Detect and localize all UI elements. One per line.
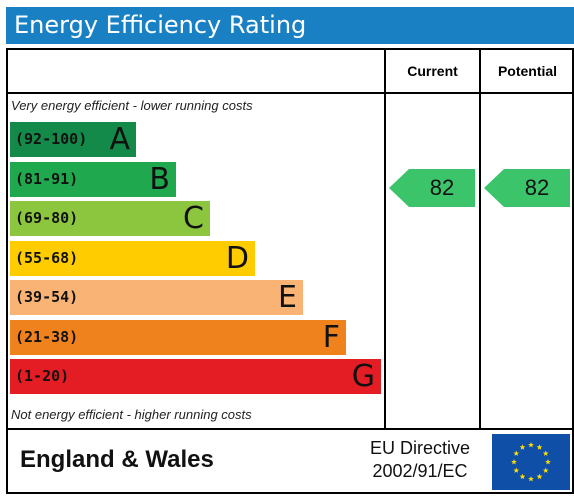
potential-rating-value: 82 [524, 175, 550, 200]
band-range-label: (92-100) [15, 130, 88, 148]
band-c: (69-80) C [10, 201, 210, 236]
directive-line-1: EU Directive [369, 438, 471, 458]
band-letter: A [109, 122, 130, 157]
current-rating-value: 82 [429, 175, 455, 200]
column-header-potential: Potential [497, 63, 558, 79]
band-letter: F [322, 320, 340, 355]
note-efficient: Very energy efficient - lower running co… [11, 98, 253, 113]
note-inefficient: Not energy efficient - higher running co… [11, 407, 252, 422]
band-letter: C [183, 201, 204, 236]
page-title: Energy Efficiency Rating [6, 7, 574, 44]
band-d: (55-68) D [10, 241, 255, 276]
flag-star [519, 473, 526, 480]
band-range-label: (81-91) [15, 170, 79, 188]
flag-star [542, 467, 549, 473]
eu-flag-icon [492, 434, 570, 490]
header-row-divider [6, 92, 574, 94]
column-header-current: Current [407, 63, 458, 79]
flag-star [528, 442, 534, 448]
band-range-label: (21-38) [15, 328, 79, 346]
region-label: England & Wales [20, 446, 214, 473]
directive-line-2: 2002/91/EC [372, 461, 468, 481]
flag-star [536, 473, 543, 480]
band-range-label: (39-54) [15, 288, 79, 306]
footer-divider [6, 428, 574, 430]
band-range-label: (55-68) [15, 249, 79, 267]
band-letter: D [225, 241, 249, 276]
band-g: (1-20) G [10, 359, 381, 394]
band-range-label: (1-20) [15, 367, 70, 385]
flag-star [519, 444, 526, 450]
band-letter: B [149, 162, 170, 197]
band-range-label: (69-80) [15, 209, 79, 227]
flag-star [511, 459, 517, 465]
flag-star [536, 444, 543, 450]
band-letter: E [278, 280, 297, 315]
potential-rating-arrow [484, 169, 570, 207]
title-text: Energy Efficiency Rating [14, 11, 307, 39]
column-divider-potential [479, 48, 481, 430]
band-letter: G [351, 359, 375, 394]
rating-table [6, 48, 574, 494]
band-b: (81-91) B [10, 162, 176, 197]
flag-star [545, 459, 551, 465]
current-rating-arrow [389, 169, 475, 207]
column-divider-current [384, 48, 386, 430]
band-e: (39-54) E [10, 280, 303, 315]
band-f: (21-38) F [10, 320, 346, 355]
flag-star [513, 450, 520, 456]
band-a: (92-100) A [10, 122, 136, 157]
flag-star [542, 450, 549, 456]
eu-directive: EU Directive 2002/91/EC [352, 437, 488, 483]
flag-star [513, 467, 520, 473]
flag-star [528, 476, 534, 482]
